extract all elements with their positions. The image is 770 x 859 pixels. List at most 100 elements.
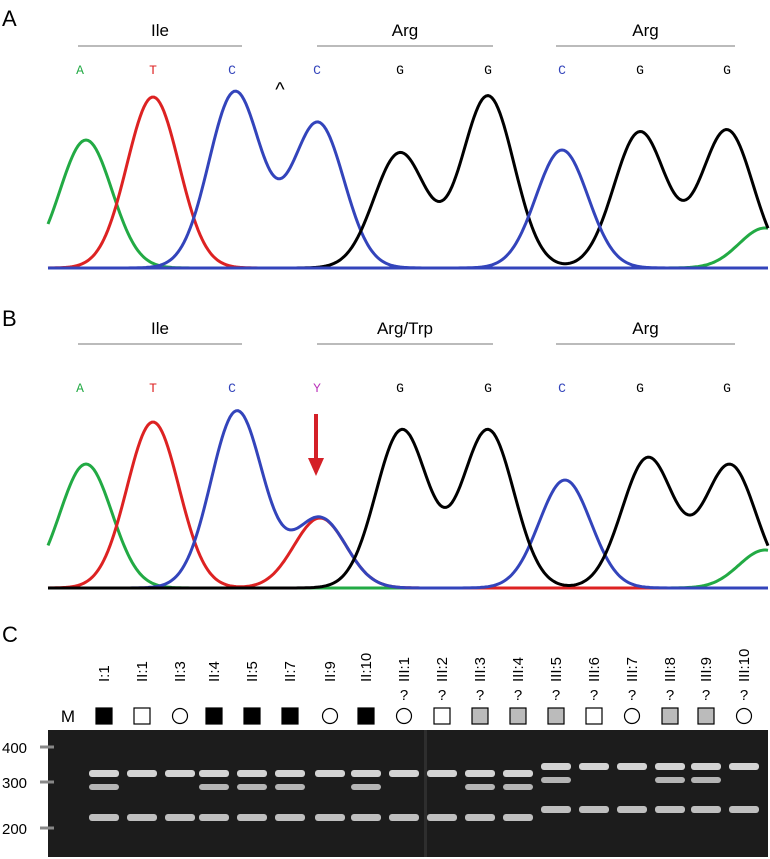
base-call: A (76, 63, 84, 78)
gel-band (351, 814, 381, 821)
pedigree-symbol (321, 707, 339, 725)
lane-status: ? (476, 687, 484, 704)
marker-label: M (61, 707, 75, 726)
base-call: C (558, 381, 566, 396)
pedigree-symbol (547, 707, 565, 725)
gel-band (427, 814, 457, 821)
lane-label: III:8 (662, 657, 679, 682)
pedigree-symbol (697, 707, 715, 725)
lane-label: II:10 (358, 653, 375, 682)
pedigree-symbol (243, 707, 261, 725)
gel-band (199, 784, 229, 790)
arrow-head (308, 458, 324, 476)
lane-label: II:1 (134, 661, 151, 682)
lane-status: ? (702, 687, 710, 704)
size-label: 200 (2, 821, 27, 838)
lane-label: II:4 (206, 661, 223, 682)
gel-band (691, 763, 721, 770)
gel-band (275, 770, 305, 777)
lane-label: III:7 (624, 657, 641, 682)
gel-band (165, 814, 195, 821)
gel-band (351, 784, 381, 790)
base-call: G (396, 63, 404, 78)
pedigree-symbol (357, 707, 375, 725)
gel-band (617, 763, 647, 770)
base-call: T (149, 63, 157, 78)
lane-label: II:5 (244, 661, 261, 682)
base-call: T (149, 381, 157, 396)
codon-label: Ile (151, 21, 169, 40)
lane-status: ? (514, 687, 522, 704)
gel-seam (424, 730, 427, 857)
pedigree-symbol (585, 707, 603, 725)
base-call: C (313, 63, 321, 78)
gel-band (89, 784, 119, 790)
gel-band (617, 806, 647, 813)
lane-label: I:1 (96, 665, 113, 682)
base-call: A (76, 381, 84, 396)
pedigree-symbol (735, 707, 753, 725)
lane-label: III:5 (548, 657, 565, 682)
trace (48, 148, 768, 270)
base-call: G (484, 63, 492, 78)
gel-band (691, 777, 721, 783)
gel-band (465, 770, 495, 777)
gel-band (199, 770, 229, 777)
gel-band (389, 770, 419, 777)
codon-label: Arg/Trp (377, 319, 433, 338)
pedigree-symbol (661, 707, 679, 725)
panel-label: C (2, 622, 18, 647)
base-call: C (228, 381, 236, 396)
gel-band (237, 784, 267, 790)
lane-status: ? (552, 687, 560, 704)
base-call: G (723, 63, 731, 78)
lane-label: III:4 (510, 657, 527, 682)
base-call: G (396, 381, 404, 396)
base-call: C (558, 63, 566, 78)
panel-label: A (2, 6, 17, 31)
lane-label: III:3 (472, 657, 489, 682)
lane-label: II:3 (172, 661, 189, 682)
codon-label: Arg (632, 21, 658, 40)
trace (46, 462, 769, 590)
lane-status: ? (666, 687, 674, 704)
lane-label: III:1 (396, 657, 413, 682)
gel-band (127, 814, 157, 821)
gel-band (127, 770, 157, 777)
gel-band (541, 806, 571, 813)
base-call: G (636, 63, 644, 78)
lane-status: ? (628, 687, 636, 704)
pedigree-symbol (133, 707, 151, 725)
base-call: Y (313, 381, 321, 396)
base-call: G (723, 381, 731, 396)
trace (48, 89, 768, 270)
lane-label: III:9 (698, 657, 715, 682)
gel-band (579, 806, 609, 813)
gel (48, 730, 768, 857)
pedigree-symbol (433, 707, 451, 725)
gel-band (465, 814, 495, 821)
gel-band (199, 814, 229, 821)
panel-label: B (2, 306, 17, 331)
gel-band (315, 814, 345, 821)
gel-band (89, 770, 119, 777)
gel-band (275, 784, 305, 790)
gel-band (351, 770, 381, 777)
gel-band (579, 763, 609, 770)
gel-band (729, 806, 759, 813)
gel-band (655, 777, 685, 783)
pedigree-symbol (395, 707, 413, 725)
lane-status: ? (590, 687, 598, 704)
gel-band (237, 770, 267, 777)
gel-band (503, 814, 533, 821)
size-label: 400 (2, 740, 27, 757)
gel-band (729, 763, 759, 770)
gel-band (315, 770, 345, 777)
gel-band (389, 814, 419, 821)
gel-band (541, 763, 571, 770)
gel-band (541, 777, 571, 783)
pedigree-symbol (471, 707, 489, 725)
lane-status: ? (438, 687, 446, 704)
gel-band (165, 770, 195, 777)
trace (47, 420, 768, 590)
